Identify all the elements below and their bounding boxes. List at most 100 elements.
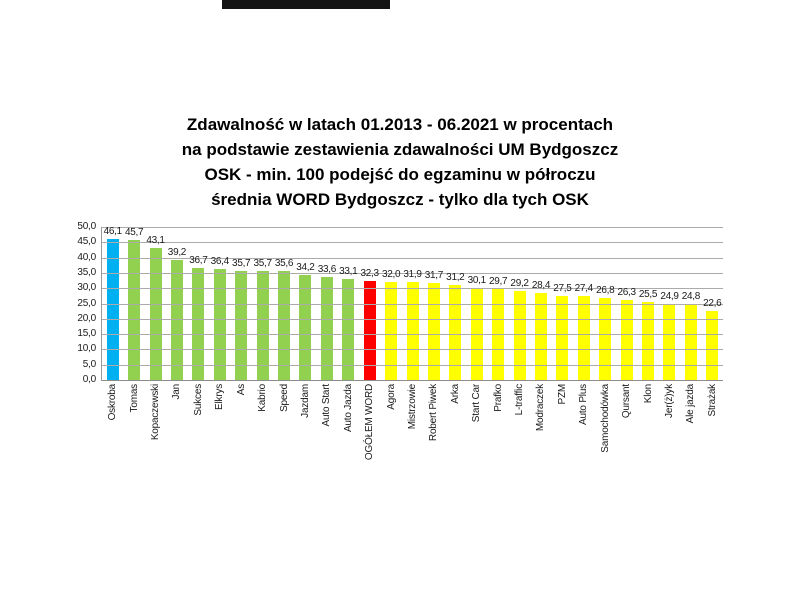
bar-value-label: 35,6 bbox=[274, 258, 294, 270]
gridline bbox=[102, 272, 723, 274]
gridline bbox=[102, 257, 723, 259]
bar-value-label: 24,9 bbox=[660, 290, 679, 302]
bar-Auto Plus bbox=[577, 296, 590, 380]
category-label: Jer(ż)yk bbox=[663, 384, 675, 418]
category-label: Samochodówka bbox=[599, 384, 611, 453]
category-label: Kabrio bbox=[257, 384, 269, 412]
chart-title: Zdawalność w latach 01.2013 - 06.2021 w … bbox=[0, 112, 800, 212]
gridline bbox=[102, 349, 723, 351]
category-label: Mistrzowie bbox=[407, 384, 418, 430]
bar-Tomas bbox=[128, 240, 141, 380]
bar-Ale jazda bbox=[684, 304, 697, 380]
bar-value-label: 33,1 bbox=[339, 265, 358, 277]
ytick-label: 35,0 bbox=[77, 266, 96, 278]
category-label: Robert Piwek bbox=[428, 384, 440, 442]
category-label: Tomas bbox=[128, 384, 140, 413]
bar-OGÓŁEM WORD bbox=[363, 281, 376, 380]
category-label: Sukces bbox=[192, 384, 204, 416]
bar-Kabrio bbox=[256, 270, 269, 380]
bar-Robert Piwek bbox=[427, 283, 440, 380]
bar-Elkrys bbox=[213, 268, 226, 380]
ytick-label: 0,0 bbox=[82, 374, 97, 385]
bar-value-label: 31,7 bbox=[424, 270, 444, 281]
category-label: Jazdam bbox=[299, 384, 311, 418]
ytick-label: 40,0 bbox=[77, 251, 96, 263]
bar-value-label: 28,4 bbox=[531, 280, 551, 292]
category-label: Modraczek bbox=[535, 384, 547, 432]
category-label: Auto Jazda bbox=[342, 384, 354, 433]
bar-value-label: 33,6 bbox=[317, 264, 337, 276]
bar-Arka bbox=[449, 284, 462, 380]
gridline bbox=[102, 364, 723, 366]
bar-Start Car bbox=[470, 287, 483, 380]
category-label: Jan bbox=[171, 384, 183, 400]
bar-Kopaczewski bbox=[149, 248, 162, 380]
bar-value-label: 29,2 bbox=[510, 277, 529, 289]
plot-area: 46,1 45,7 43,1 39,2 36,7 36,4 35,7 35,7 35,6 34,2… bbox=[101, 225, 723, 381]
category-label: Oskroba bbox=[107, 384, 119, 421]
category-label: As bbox=[235, 384, 247, 396]
category-label: L-traffic bbox=[514, 384, 526, 416]
gridline bbox=[102, 288, 723, 290]
bar-value-label: 34,2 bbox=[296, 262, 315, 274]
bar-value-label: 31,9 bbox=[403, 269, 422, 281]
bar-Modraczek bbox=[534, 293, 547, 380]
category-label: Kopaczewski bbox=[150, 384, 162, 441]
ytick-label: 25,0 bbox=[77, 297, 96, 309]
bar-value-label: 27,5 bbox=[553, 282, 572, 294]
ytick-label: 30,0 bbox=[77, 282, 96, 294]
y-axis-line bbox=[101, 227, 102, 381]
bar-Strażak bbox=[706, 310, 719, 380]
bar-value-label: 25,5 bbox=[638, 288, 658, 300]
category-label: Speed bbox=[278, 384, 290, 412]
bar-Samochodówka bbox=[599, 298, 612, 380]
bar-value-label: 22,6 bbox=[703, 297, 722, 309]
category-label: OGÓŁEM WORD bbox=[364, 384, 376, 461]
bar-value-label: 35,7 bbox=[253, 257, 272, 269]
x-axis-line bbox=[102, 380, 723, 381]
bar-Qursant bbox=[620, 299, 633, 380]
bar-value-label: 35,7 bbox=[232, 257, 251, 269]
category-label: Qursant bbox=[621, 384, 633, 419]
category-label: Auto Start bbox=[321, 384, 333, 427]
category-label: Auto Plus bbox=[578, 384, 590, 426]
chart-title-line-3: OSK - min. 100 podejść do egzaminu w pół… bbox=[204, 165, 596, 184]
bar-value-label: 32,0 bbox=[381, 269, 401, 281]
bar-value-label: 39,2 bbox=[167, 247, 187, 259]
chart-title-line-2: na podstawie zestawienia zdawalności UM … bbox=[181, 140, 619, 159]
ytick-label: 45,0 bbox=[77, 236, 96, 248]
chart-title-line-4: średnia WORD Bydgoszcz - tylko dla tych … bbox=[211, 190, 589, 209]
bar-value-label: 31,2 bbox=[446, 271, 465, 283]
bar-Jer(ż)yk bbox=[663, 303, 676, 380]
bar-L-traffic bbox=[513, 290, 526, 380]
bar-As bbox=[235, 270, 248, 380]
gridline bbox=[102, 227, 723, 228]
bar-value-label: 43,1 bbox=[146, 235, 165, 247]
gridline bbox=[102, 318, 723, 320]
bar-value-label: 24,8 bbox=[681, 291, 701, 303]
bar-Jazdam bbox=[299, 275, 312, 380]
bar-Klon bbox=[642, 301, 655, 380]
bar-value-label: 45,7 bbox=[124, 227, 144, 239]
bar-Auto Start bbox=[320, 277, 333, 380]
category-label: Klon bbox=[642, 384, 654, 404]
category-label: Prafko bbox=[492, 384, 504, 412]
category-label: Ale jazda bbox=[685, 384, 697, 424]
gridline bbox=[102, 334, 723, 336]
category-label: Start Car bbox=[471, 384, 483, 423]
gridline bbox=[102, 303, 723, 305]
category-label: Agora bbox=[385, 384, 397, 410]
ytick-label: 5,0 bbox=[82, 358, 97, 370]
category-label: PZM bbox=[556, 384, 568, 405]
bar-value-label: 46,1 bbox=[103, 225, 123, 237]
bar-Speed bbox=[278, 271, 291, 380]
redacted-watermark-bar bbox=[222, 0, 390, 9]
bar-value-label: 36,4 bbox=[210, 255, 230, 267]
chart-title-line-1: Zdawalność w latach 01.2013 - 06.2021 w … bbox=[186, 115, 614, 134]
bar-value-label: 30,1 bbox=[467, 274, 487, 286]
ytick-label: 50,0 bbox=[77, 221, 96, 232]
category-label: Elkrys bbox=[214, 384, 226, 411]
gridline bbox=[102, 242, 723, 244]
bar-value-label: 32,3 bbox=[360, 268, 380, 280]
